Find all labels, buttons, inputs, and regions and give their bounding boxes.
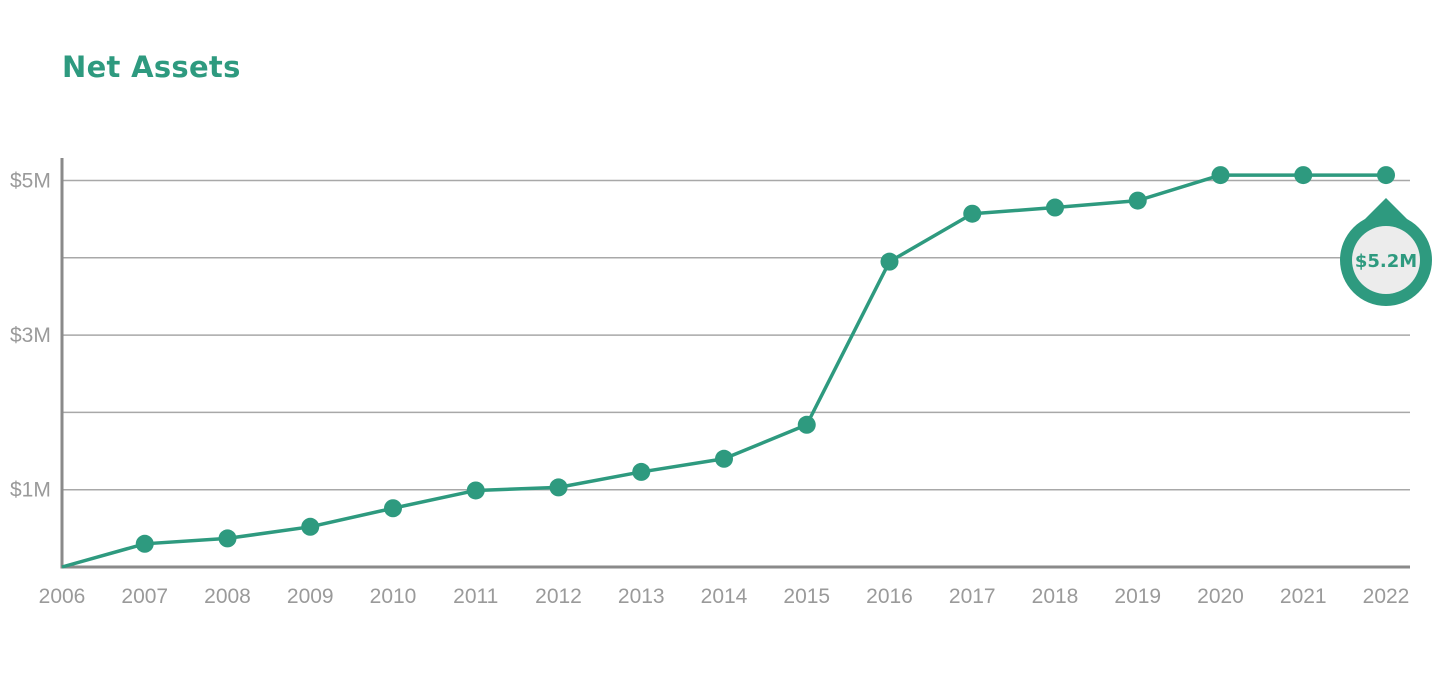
y-tick-label: $5M (10, 170, 51, 193)
callout-label: $5.2M (1355, 251, 1417, 272)
x-tick-label: 2016 (866, 585, 913, 608)
data-point (1294, 166, 1313, 185)
x-tick-label: 2021 (1280, 585, 1327, 608)
data-point (549, 478, 568, 497)
y-tick-label: $3M (10, 324, 51, 347)
x-tick-label: 2019 (1114, 585, 1161, 608)
x-tick-label: 2011 (453, 585, 498, 608)
data-point (218, 529, 237, 548)
callout-inner (1352, 226, 1420, 294)
x-tick-label: 2017 (949, 585, 996, 608)
x-tick-label: 2013 (618, 585, 665, 608)
gridlines (62, 179, 1410, 491)
data-point (632, 462, 651, 481)
x-tick-label: 2015 (783, 585, 830, 608)
x-tick-label: 2009 (287, 585, 334, 608)
chart-title: Net Assets (62, 50, 241, 84)
data-point (1128, 191, 1147, 210)
y-tick-labels: $1M $3M $5M (10, 170, 51, 502)
data-point (1046, 198, 1064, 217)
data-point (1377, 166, 1395, 185)
x-tick-label: 2014 (701, 585, 748, 608)
data-point (963, 204, 982, 223)
data-point (797, 415, 816, 434)
x-tick-label: 2010 (370, 585, 417, 608)
data-point (880, 252, 899, 271)
series (61, 173, 1386, 569)
series-line (61, 173, 1386, 569)
x-tick-label: 2022 (1363, 585, 1410, 608)
data-point (466, 481, 485, 500)
data-point (1211, 166, 1230, 185)
x-tick-label: 2008 (204, 585, 251, 608)
data-points (135, 166, 1395, 553)
data-point (301, 517, 320, 536)
value-callout: $5.2M (1340, 198, 1432, 306)
data-point (135, 534, 154, 553)
x-tick-label: 2006 (39, 585, 86, 608)
y-tick-label: $1M (10, 479, 51, 502)
x-tick-labels: 2006 2007 2008 2009 2010 2011 2012 2013 2014 2015… (39, 585, 1410, 608)
axes (60, 158, 1410, 569)
data-point (715, 449, 733, 468)
x-tick-label: 2007 (121, 585, 168, 608)
data-point (384, 499, 402, 518)
x-tick-label: 2020 (1197, 585, 1244, 608)
x-tick-label: 2012 (535, 585, 582, 608)
x-tick-label: 2018 (1032, 585, 1079, 608)
